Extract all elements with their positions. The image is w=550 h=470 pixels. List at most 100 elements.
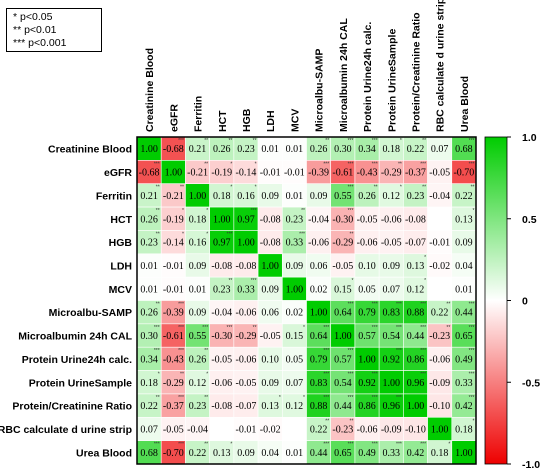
cell-value: -0.43	[357, 168, 378, 179]
significance-mark: *	[448, 442, 450, 448]
cell-value: -0.37	[405, 168, 426, 179]
cell-value: -0.01	[260, 168, 281, 179]
cell-value: 0.44	[407, 331, 425, 342]
cell-value: 0.30	[334, 144, 352, 155]
cell-value: 1.00	[286, 284, 304, 295]
cell-value: -0.10	[405, 424, 426, 435]
cell-value: -0.05	[211, 354, 232, 365]
cell-value: 0.12	[189, 378, 207, 389]
cell-value: 0.44	[334, 401, 352, 412]
significance-mark: ***	[154, 161, 160, 167]
significance-mark: **	[156, 231, 160, 237]
row-label: MCV	[109, 284, 132, 296]
cell-value: -0.70	[453, 168, 474, 179]
significance-mark: *	[255, 185, 257, 191]
cell-value: 0.13	[407, 261, 425, 272]
cell-value: 0.49	[358, 448, 376, 459]
cell-value: 0.21	[189, 144, 207, 155]
cell-value: 1.00	[189, 191, 207, 202]
significance-mark: ***	[420, 325, 426, 331]
significance-mark: ***	[323, 325, 329, 331]
significance-mark: ***	[178, 302, 184, 308]
significance-mark: ***	[348, 302, 354, 308]
cell-value: -0.08	[405, 214, 426, 225]
cell-value: 0.34	[358, 144, 376, 155]
significance-mark: ***	[154, 348, 160, 354]
significance-mark: **	[253, 138, 257, 144]
colorbar-tick-label: 1.0	[522, 132, 537, 144]
significance-mark: ***	[469, 395, 475, 401]
cell-value: 0.42	[407, 448, 425, 459]
column-label: Microalbu-SAMP	[314, 49, 326, 132]
cell-value: 0.23	[286, 214, 304, 225]
heatmap-border	[136, 136, 477, 465]
significance-mark: ***	[348, 372, 354, 378]
significance-mark: **	[156, 208, 160, 214]
significance-mark: **	[204, 138, 208, 144]
colorbar-tick-label: 0.5	[522, 214, 537, 226]
column-label: Protein UrineSample	[386, 29, 398, 132]
row-label: Microalbu-SAMP	[49, 307, 132, 319]
significance-mark: **	[301, 208, 305, 214]
significance-mark: ***	[372, 372, 378, 378]
significance-mark: **	[422, 185, 426, 191]
significance-mark: ***	[420, 372, 426, 378]
cell-value: 0.15	[334, 284, 352, 295]
significance-mark: **	[156, 395, 160, 401]
significance-mark: ***	[348, 348, 354, 354]
cell-value: 0.09	[286, 261, 304, 272]
significance-mark: **	[228, 138, 232, 144]
significance-mark: ***	[178, 395, 184, 401]
cell-value: 0.09	[310, 191, 328, 202]
cell-value: 0.88	[310, 401, 328, 412]
cell-value: -0.01	[429, 238, 450, 249]
cell-value: 0.83	[310, 378, 328, 389]
cell-value: -0.01	[163, 284, 184, 295]
cell-value: 0.86	[358, 401, 376, 412]
significance-mark: *	[182, 208, 184, 214]
cell-value: 0.23	[140, 238, 158, 249]
cell-value: -0.04	[211, 308, 232, 319]
cell-value: -0.06	[381, 214, 402, 225]
row-label: Creatinine Blood	[48, 144, 132, 156]
cell-value: 1.00	[455, 448, 473, 459]
significance-mark: *	[230, 185, 232, 191]
cell-value: 1.00	[431, 424, 449, 435]
significance-mark: ***	[154, 325, 160, 331]
cell-value: -0.43	[163, 354, 184, 365]
significance-mark: ***	[420, 442, 426, 448]
cell-value: -0.06	[211, 378, 232, 389]
significance-mark: ***	[372, 161, 378, 167]
row-label: eGFR	[104, 167, 132, 179]
cell-value: 0.86	[407, 354, 425, 365]
heatmap-cell	[209, 416, 235, 441]
cell-value: 0.26	[310, 144, 328, 155]
significance-mark: **	[204, 161, 208, 167]
cell-value: -0.06	[236, 308, 257, 319]
cell-value: 0.15	[286, 331, 304, 342]
cell-value: 0.42	[455, 401, 473, 412]
significance-mark: ***	[396, 348, 402, 354]
cell-value: 0.64	[334, 308, 352, 319]
column-label: Protein/Creatinine Ratio	[410, 12, 422, 132]
significance-mark: *	[182, 231, 184, 237]
heatmap-cell	[427, 206, 453, 231]
significance-mark: ***	[348, 185, 354, 191]
significance-mark: ***	[323, 372, 329, 378]
significance-mark: ***	[396, 395, 402, 401]
cell-value: 0.79	[310, 354, 328, 365]
cell-value: 1.00	[213, 214, 231, 225]
significance-mark: *	[206, 372, 208, 378]
significance-mark: ***	[469, 372, 475, 378]
cell-value: -0.21	[187, 168, 208, 179]
significance-mark: ***	[420, 161, 426, 167]
cell-value: -0.06	[308, 238, 329, 249]
significance-mark: ***	[178, 138, 184, 144]
colorbar-tick-label: -1.0	[522, 459, 540, 470]
cell-value: 0.26	[140, 214, 158, 225]
significance-mark: ***	[396, 302, 402, 308]
cell-value: 0.83	[383, 308, 401, 319]
cell-value: 0.02	[310, 284, 328, 295]
cell-value: 0.64	[310, 331, 328, 342]
